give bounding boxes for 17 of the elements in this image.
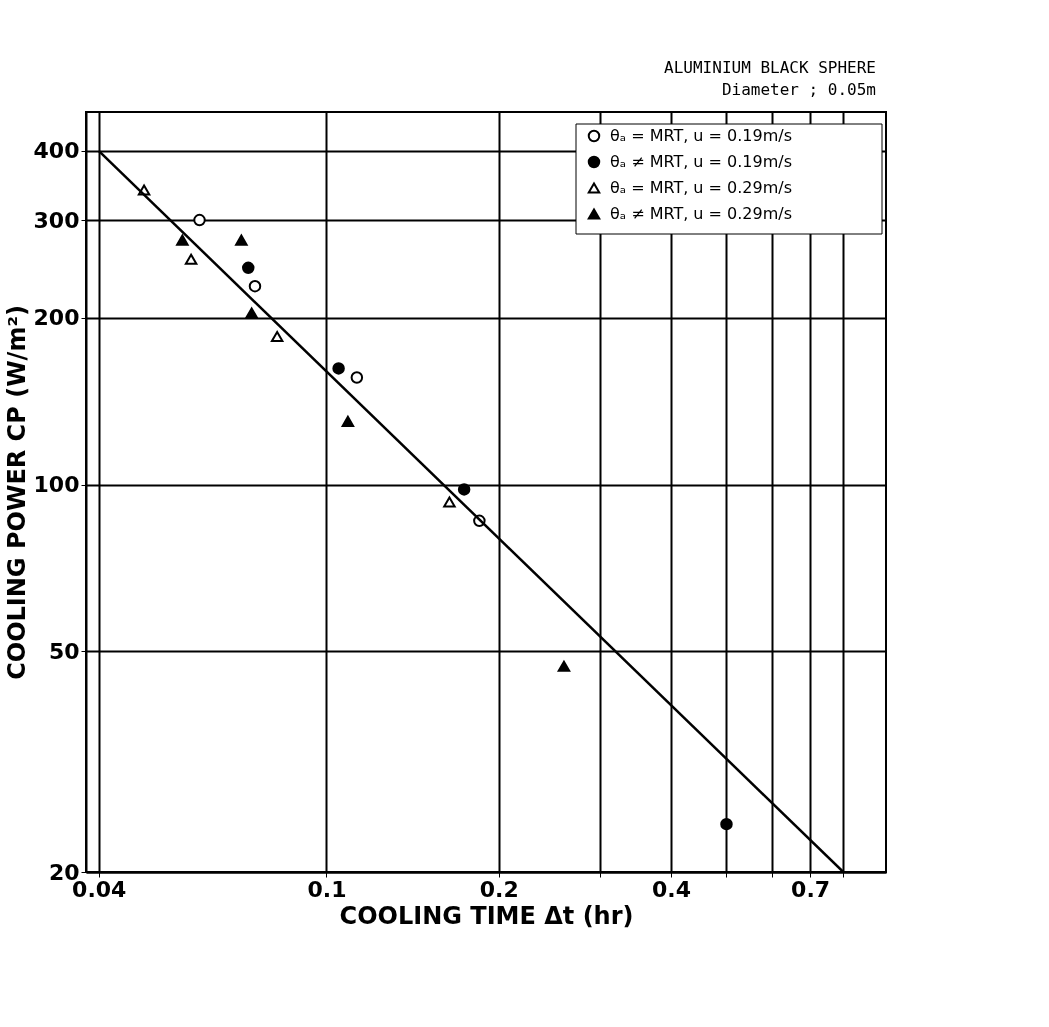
y-axis-title: COOLING POWER CP (W/m²)	[2, 305, 31, 680]
y-tick-label: 300	[33, 207, 80, 233]
text: Diameter ; 0.05m	[721, 80, 876, 99]
y-tick-label: 200	[33, 305, 80, 331]
y-tick-label: 50	[48, 638, 80, 664]
legend-label: θₐ = MRT, u = 0.19m/s	[610, 126, 792, 145]
text: ALUMINIUM BLACK SPHERE	[664, 58, 876, 77]
y-tick-label: 100	[33, 472, 80, 498]
y-tick-label: 400	[33, 138, 80, 164]
legend-label: θₐ ≠ MRT, u = 0.19m/s	[610, 152, 792, 171]
x-tick-label: 0.2	[479, 876, 519, 902]
x-tick-label: 0.1	[307, 876, 347, 902]
legend-label: θₐ = MRT, u = 0.29m/s	[610, 178, 792, 197]
legend-label: θₐ ≠ MRT, u = 0.29m/s	[610, 204, 792, 223]
x-tick-label: 0.4	[652, 876, 692, 902]
x-tick-label: 0.7	[791, 876, 831, 902]
x-axis-title: COOLING TIME Δt (hr)	[339, 901, 634, 930]
